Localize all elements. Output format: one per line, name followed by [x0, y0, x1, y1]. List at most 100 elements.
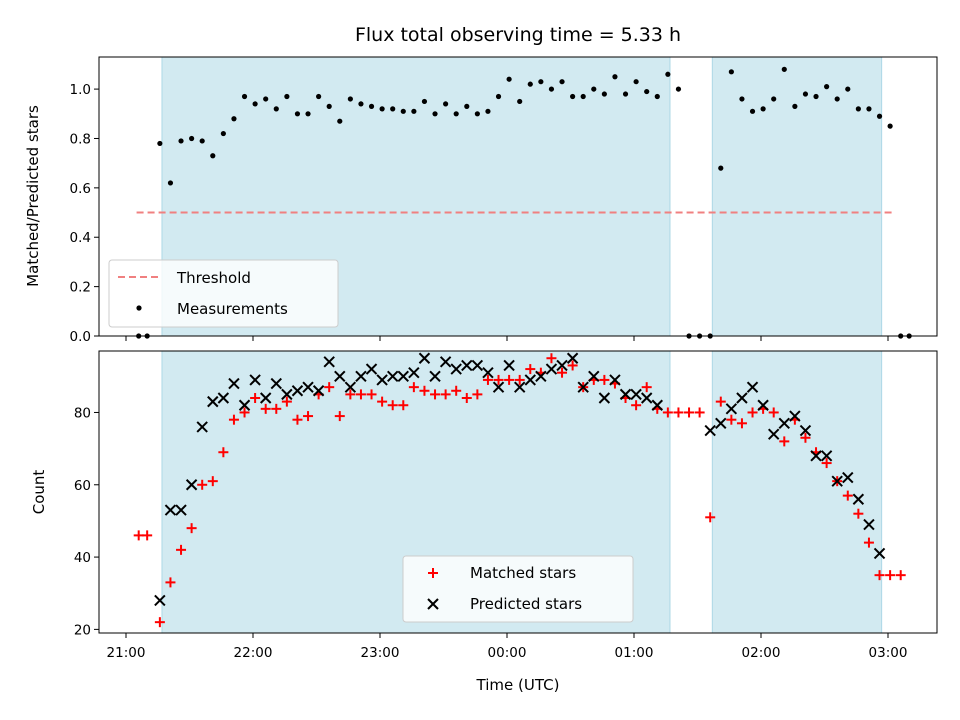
- matched-star-point: [557, 367, 568, 378]
- matched-star-point: [176, 544, 187, 555]
- matched-star-point: [631, 400, 642, 411]
- matched-star-point: [387, 400, 398, 411]
- matched-star-point: [525, 364, 536, 375]
- matched-star-point: [260, 403, 271, 414]
- predicted-star-point: [852, 493, 865, 505]
- measurement-point: [326, 103, 332, 109]
- matched-stars-legend-label: Matched stars: [470, 564, 576, 582]
- matched-star-point: [419, 385, 430, 396]
- predicted-star-point: [831, 475, 843, 487]
- matched-star-point: [874, 570, 885, 581]
- measurement-point: [379, 106, 385, 112]
- predicted-star-point: [429, 370, 441, 383]
- predicted-star-point: [746, 381, 759, 393]
- measurement-point: [464, 103, 470, 109]
- matched-star-point: [142, 530, 153, 541]
- shaded-region-2: [712, 57, 882, 336]
- matched-star-point: [694, 407, 705, 418]
- bottom-y-ticks: 20 40 60 80: [74, 405, 99, 638]
- measurement-point: [633, 79, 639, 85]
- y-tick-label: 0.8: [70, 131, 91, 147]
- measurement-point: [845, 86, 851, 92]
- measurement-point: [876, 113, 883, 119]
- predicted-star-point: [185, 479, 198, 491]
- measurement-point: [400, 108, 406, 114]
- top-subplot: 0.0 0.2 0.4 0.6 0.8 1.0 Matched/Predicted sta…: [24, 56, 938, 345]
- matched-star-point: [726, 414, 737, 425]
- matched-star-point: [451, 385, 462, 396]
- top-x-ticks: [125, 336, 889, 341]
- figure-title: Flux total observing time = 5.33 h: [355, 24, 681, 46]
- measurement-point: [157, 140, 163, 147]
- predicted-star-point: [461, 359, 473, 372]
- measurement-point: [241, 93, 248, 100]
- y-tick-label: 0.0: [70, 329, 91, 345]
- measurement-point: [739, 96, 745, 102]
- matched-star-point: [472, 389, 483, 400]
- predicted-star-point: [492, 381, 505, 393]
- measurement-point: [263, 96, 269, 102]
- matched-star-point: [281, 396, 292, 407]
- matched-star-point: [398, 400, 409, 411]
- predicted-star-point: [863, 518, 875, 531]
- x-tick-label: 21:00: [107, 645, 146, 661]
- measurement-point: [199, 138, 205, 144]
- measurement-point: [284, 93, 290, 100]
- matched-star-point: [842, 490, 853, 501]
- measurements-legend-marker: [136, 305, 142, 311]
- predicted-star-point: [323, 356, 335, 368]
- matched-star-point: [747, 407, 758, 418]
- predicted-star-point: [281, 388, 293, 401]
- measurement-point: [612, 74, 618, 80]
- measurement-point: [252, 101, 258, 107]
- predicted-star-point: [249, 374, 261, 386]
- predicted-star-point: [175, 504, 187, 516]
- measurement-point: [517, 98, 523, 105]
- measurement-point: [189, 135, 195, 142]
- threshold-legend-label: Threshold: [176, 269, 251, 287]
- matched-star-point: [504, 374, 515, 385]
- measurement-point: [644, 88, 650, 95]
- measurement-point: [294, 111, 301, 117]
- matched-star-point: [514, 374, 525, 385]
- predicted-star-point: [482, 366, 494, 379]
- matched-star-point: [218, 447, 229, 458]
- matched-star-point: [863, 537, 874, 548]
- measurement-point: [855, 106, 861, 112]
- measurement-point: [411, 108, 417, 114]
- matched-star-point: [684, 407, 695, 418]
- predicted-star-point: [799, 424, 812, 437]
- predicted-star-point: [556, 359, 568, 372]
- measurement-point: [474, 111, 480, 117]
- y-tick-label: 80: [74, 405, 91, 421]
- matched-star-point: [599, 374, 610, 385]
- predicted-star-point: [524, 374, 536, 386]
- matched-star-point: [567, 360, 578, 371]
- matched-star-point: [461, 393, 472, 403]
- matched-stars-points: [133, 353, 906, 628]
- bottom-y-axis-label: Count: [30, 470, 48, 515]
- matched-star-point: [345, 389, 356, 400]
- bottom-axes-frame: [98, 350, 938, 634]
- matched-star-point: [715, 396, 726, 407]
- matched-star-point: [779, 436, 790, 447]
- matched-star-point: [482, 374, 493, 385]
- measurement-point: [210, 153, 216, 159]
- predicted-star-point: [270, 377, 282, 390]
- predicted-star-point: [471, 359, 484, 372]
- predicted-star-point: [609, 374, 621, 386]
- top-y-axis-label: Matched/Predicted stars: [24, 105, 42, 287]
- predicted-star-point: [365, 363, 378, 375]
- matched-star-point: [334, 411, 345, 422]
- matched-star-point: [853, 508, 864, 519]
- x-tick-label: 22:00: [234, 645, 273, 661]
- x-tick-label: 23:00: [361, 645, 400, 661]
- predicted-star-point: [228, 377, 240, 390]
- matched-star-point: [895, 570, 906, 581]
- predicted-star-point: [344, 381, 357, 393]
- matched-star-point: [885, 570, 896, 581]
- y-tick-label: 20: [74, 622, 91, 638]
- matched-star-point: [705, 512, 716, 523]
- predicted-star-point: [164, 504, 177, 516]
- predicted-star-point: [566, 352, 579, 364]
